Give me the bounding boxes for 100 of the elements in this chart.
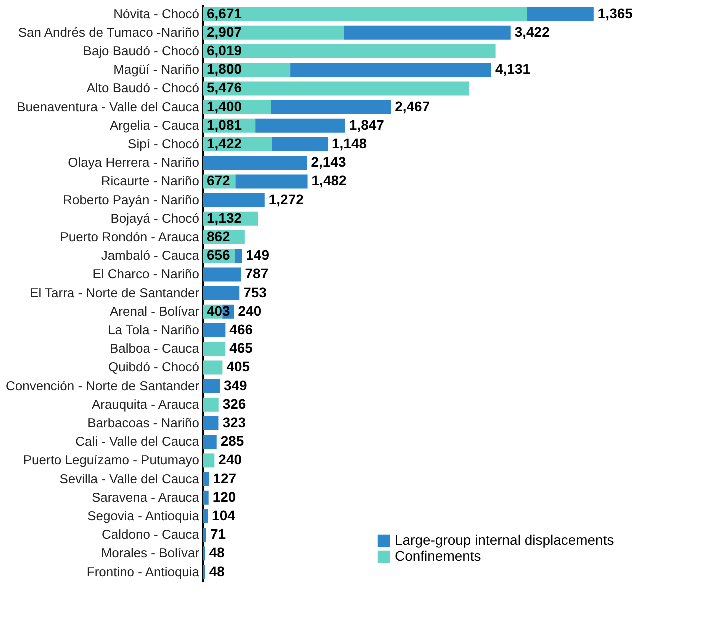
y-tick-label: Arenal - Bolívar bbox=[110, 304, 200, 319]
y-tick-label: Magüí - Nariño bbox=[114, 62, 200, 78]
y-tick-label: San Andrés de Tumaco -Nariño bbox=[18, 24, 200, 40]
y-tick-label: Balboa - Cauca bbox=[110, 341, 200, 356]
data-label: 2,907 bbox=[207, 24, 242, 40]
data-label: 1,081 bbox=[207, 116, 242, 133]
bar bbox=[203, 454, 215, 468]
bar bbox=[271, 100, 392, 114]
data-label: 1,148 bbox=[332, 136, 368, 152]
data-label: 753 bbox=[244, 284, 268, 300]
bar bbox=[203, 416, 219, 430]
data-label: 6,671 bbox=[207, 5, 242, 22]
bar bbox=[203, 360, 223, 375]
y-tick-label: Ricaurte - Nariño bbox=[101, 174, 200, 189]
bar bbox=[203, 435, 217, 450]
data-label: 323 bbox=[222, 414, 246, 430]
y-tick-label: Argelia - Cauca bbox=[110, 118, 200, 133]
data-label: 3,422 bbox=[514, 24, 550, 40]
data-label: 104 bbox=[212, 507, 236, 524]
bar bbox=[203, 44, 496, 58]
bar bbox=[203, 528, 206, 542]
data-label: 2,143 bbox=[311, 154, 346, 170]
y-tick-label: La Tola - Nariño bbox=[108, 322, 200, 338]
data-label: 6,019 bbox=[207, 42, 242, 58]
bar bbox=[256, 118, 346, 133]
bar bbox=[203, 379, 220, 394]
data-label: 862 bbox=[207, 228, 231, 244]
data-label: 1,847 bbox=[349, 116, 385, 133]
y-tick-label: Alto Baudó - Chocó bbox=[86, 80, 200, 96]
y-tick-label: Arauquita - Arauca bbox=[92, 396, 200, 412]
data-label: 1,272 bbox=[268, 191, 304, 208]
y-tick-label: Saravena - Arauca bbox=[92, 490, 200, 505]
data-label: 656 bbox=[207, 247, 231, 264]
data-label: 326 bbox=[222, 396, 246, 412]
data-label: 240 bbox=[238, 302, 262, 319]
data-label: 71 bbox=[210, 526, 226, 542]
bar bbox=[203, 398, 219, 412]
y-tick-label: Sevilla - Valle del Cauca bbox=[60, 471, 200, 486]
y-tick-label: Nóvita - Chocó bbox=[114, 6, 200, 22]
data-label: 48 bbox=[209, 563, 226, 580]
data-label: 672 bbox=[207, 172, 231, 189]
bar bbox=[203, 509, 208, 524]
y-tick-label: El Charco - Nariño bbox=[92, 266, 200, 282]
bar bbox=[203, 268, 242, 282]
y-tick-label: Buenaventura - Valle del Cauca bbox=[17, 99, 200, 114]
y-tick-label: Olaya Herrera - Nariño bbox=[68, 155, 200, 170]
bar bbox=[203, 286, 240, 300]
data-label: 466 bbox=[230, 321, 254, 338]
bar bbox=[290, 63, 492, 78]
bar bbox=[528, 7, 594, 22]
y-tick-label: Segovia - Antioquia bbox=[88, 508, 200, 524]
data-label: 240 bbox=[218, 452, 242, 468]
legend-label: Large-group internal displacements bbox=[395, 532, 614, 548]
data-label: 405 bbox=[226, 358, 250, 375]
data-label: 120 bbox=[212, 488, 236, 505]
y-tick-label: Sipí - Chocó bbox=[128, 136, 200, 152]
data-label: 1,800 bbox=[207, 61, 242, 78]
bar bbox=[203, 193, 265, 208]
data-label: 149 bbox=[246, 247, 270, 264]
y-tick-label: Morales - Bolívar bbox=[101, 546, 200, 561]
y-tick-label: Barbacoas - Nariño bbox=[88, 415, 200, 430]
bar bbox=[203, 7, 528, 22]
bar bbox=[344, 26, 511, 40]
y-tick-label: Frontino - Antioquia bbox=[86, 564, 200, 580]
data-label: 4,131 bbox=[496, 61, 531, 78]
data-label: 1,400 bbox=[207, 98, 242, 114]
y-tick-label: Convención - Norte de Santander bbox=[6, 378, 200, 394]
y-tick-label: Cali - Valle del Cauca bbox=[76, 434, 200, 450]
bar bbox=[236, 174, 308, 189]
y-tick-label: Bojayá - Chocó bbox=[110, 210, 200, 226]
data-label: 5,476 bbox=[207, 80, 242, 96]
data-label: 403 bbox=[207, 302, 231, 319]
bar bbox=[203, 82, 470, 96]
data-label: 1,422 bbox=[207, 136, 242, 152]
bar bbox=[203, 342, 226, 356]
data-label: 1,365 bbox=[598, 5, 634, 22]
y-tick-label: Jambaló - Cauca bbox=[101, 248, 200, 264]
y-tick-label: Roberto Payán - Nariño bbox=[63, 192, 200, 208]
data-label: 48 bbox=[209, 544, 226, 561]
bar bbox=[203, 323, 226, 338]
data-label: 349 bbox=[224, 377, 248, 394]
bar bbox=[203, 490, 209, 505]
data-label: 2,467 bbox=[395, 98, 430, 114]
data-label: 127 bbox=[213, 470, 237, 486]
data-label: 1,132 bbox=[207, 210, 242, 226]
legend-label: Confinements bbox=[395, 548, 482, 564]
data-label: 465 bbox=[230, 340, 254, 356]
bar bbox=[203, 26, 344, 40]
data-label: 285 bbox=[220, 433, 244, 450]
y-tick-label: Puerto Leguízamo - Putumayo bbox=[23, 452, 200, 468]
bar bbox=[272, 138, 328, 152]
data-label: 1,482 bbox=[312, 172, 347, 189]
bar bbox=[234, 249, 242, 264]
y-tick-label: Caldono - Cauca bbox=[102, 527, 200, 542]
y-tick-label: Puerto Rondón - Arauca bbox=[60, 229, 200, 244]
bar bbox=[203, 156, 308, 170]
y-tick-label: El Tarra - Norte de Santander bbox=[30, 285, 200, 300]
bar bbox=[203, 472, 210, 486]
data-label: 787 bbox=[245, 266, 269, 282]
y-tick-label: Bajo Baudó - Chocó bbox=[83, 44, 200, 58]
